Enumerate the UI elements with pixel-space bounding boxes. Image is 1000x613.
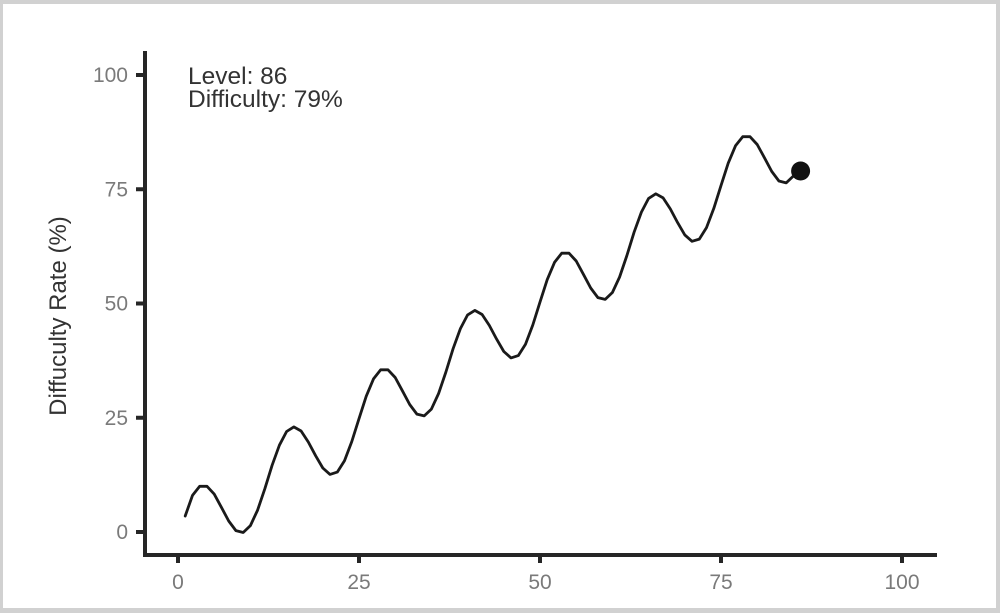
y-tick-label: 75 <box>105 178 128 201</box>
y-tick-label: 100 <box>93 64 128 87</box>
annotation-level-line: Level: 86 <box>188 63 287 90</box>
difficulty-series-line <box>183 135 802 534</box>
y-tick-label: 50 <box>105 293 128 316</box>
x-tick-label: 25 <box>347 571 370 594</box>
x-tick-label: 50 <box>528 571 551 594</box>
x-tick-label: 75 <box>709 571 732 594</box>
x-tick-label: 100 <box>884 571 919 594</box>
y-tick-label: 0 <box>116 521 128 544</box>
x-tick-label: 0 <box>172 571 184 594</box>
chart-annotation: Level: 86 Difficulty: 79% <box>188 63 343 113</box>
y-axis-title: Diffuculty Rate (%) <box>45 216 72 416</box>
y-tick-label: 25 <box>105 407 128 430</box>
current-level-marker <box>791 161 811 181</box>
annotation-difficulty-line: Difficulty: 79% <box>188 86 343 113</box>
plot-background <box>3 4 996 608</box>
